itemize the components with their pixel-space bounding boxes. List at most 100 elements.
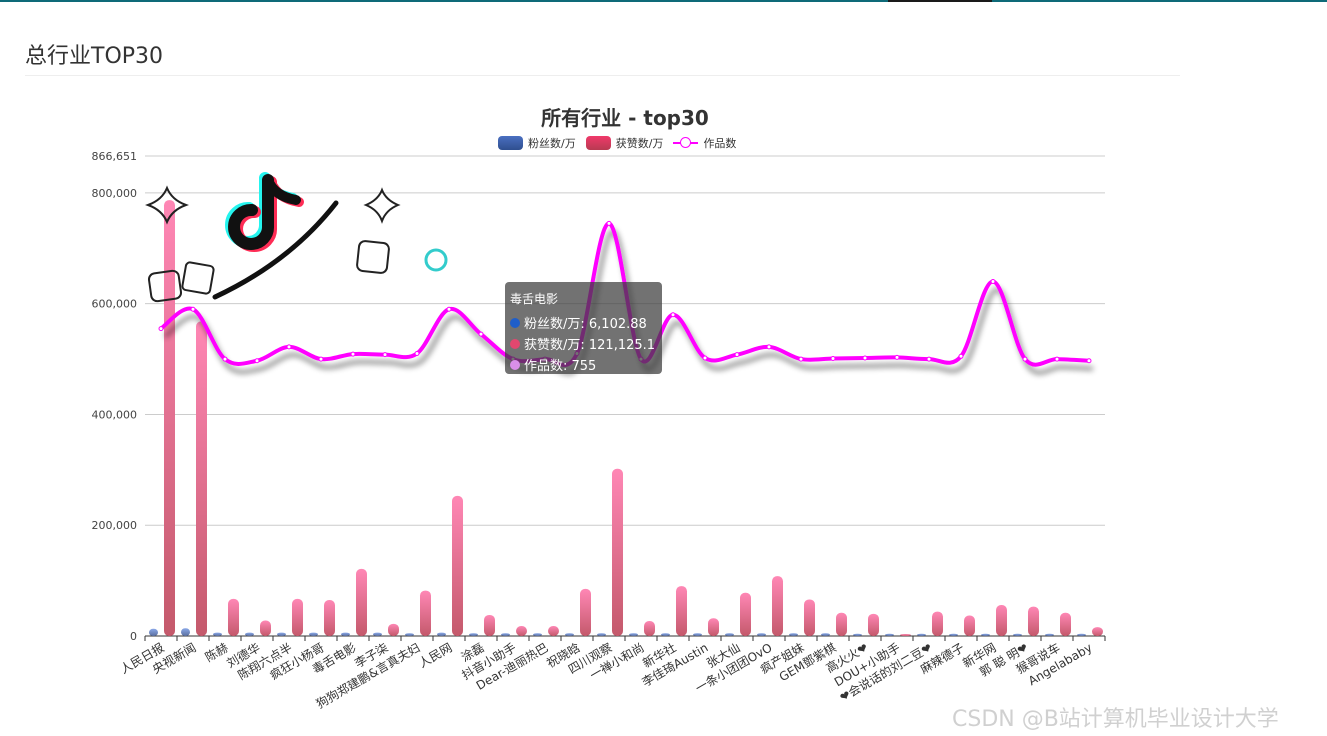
top-border (0, 0, 1327, 2)
point-works (862, 355, 868, 361)
bar-fans (181, 628, 190, 636)
legend-item-fans[interactable]: 粉丝数/万 (498, 135, 576, 151)
legend-label-fans: 粉丝数/万 (528, 137, 576, 150)
bar-fans (661, 633, 670, 636)
chart-title: 所有行业 - top30 (541, 106, 709, 130)
bar-likes (612, 468, 623, 636)
tooltip-dot-likes (510, 338, 520, 349)
chart-canvas[interactable]: 0200,000400,000600,000800,000866,651人民日报… (0, 80, 1327, 736)
bar-likes (644, 621, 655, 636)
point-works (830, 356, 836, 362)
bar-likes (676, 586, 687, 636)
y-tick-label: 866,651 (92, 150, 138, 163)
point-works (1086, 358, 1092, 364)
point-works (1022, 356, 1028, 362)
bar-fans (1077, 633, 1086, 636)
bar-likes (356, 568, 367, 636)
bar-likes (868, 613, 879, 636)
bar-likes (580, 588, 591, 636)
tooltip-row-likes: 获赞数/万: 121,125.1 (510, 333, 657, 354)
tooltip-value-fans: 粉丝数/万: 6,102.88 (524, 317, 647, 332)
point-works (478, 331, 484, 337)
bar-likes (484, 614, 495, 636)
point-works (766, 344, 772, 350)
bar-likes (516, 626, 527, 636)
tooltip: 毒舌电影 粉丝数/万: 6,102.88 获赞数/万: 121,125.1 作品… (505, 282, 662, 374)
tooltip-row-fans: 粉丝数/万: 6,102.88 (510, 312, 657, 333)
bar-fans (149, 628, 158, 636)
tooltip-dot-fans (510, 317, 520, 328)
bar-fans (821, 633, 830, 636)
legend-item-likes[interactable]: 获赞数/万 (585, 135, 663, 151)
bar-likes (452, 495, 463, 636)
bar-likes (772, 576, 783, 636)
page-title: 总行业TOP30 (25, 44, 164, 69)
legend-swatch-likes (585, 136, 611, 150)
bar-likes (1028, 606, 1039, 636)
y-tick-label: 800,000 (92, 187, 138, 200)
bar-likes (196, 321, 207, 636)
bar-likes (804, 599, 815, 636)
chart-panel: 0 200,000 400,000 600,000 800,000 866,651 人民日报… (0, 80, 1327, 736)
point-works (958, 353, 964, 359)
bar-likes (996, 604, 1007, 636)
point-works (350, 351, 356, 357)
bar-fans (213, 632, 222, 636)
bar-fans (501, 633, 510, 636)
point-works (190, 306, 196, 312)
title-divider (25, 75, 1180, 76)
bar-fans (757, 633, 766, 636)
legend-label-works: 作品数 (703, 137, 737, 150)
bar-likes (708, 618, 719, 636)
point-works (446, 306, 452, 312)
bar-likes (228, 598, 239, 636)
point-works (670, 312, 676, 318)
legend-item-works[interactable]: 作品数 (673, 135, 736, 151)
bar-likes (1060, 612, 1071, 636)
point-works (254, 358, 260, 364)
point-works (414, 351, 420, 357)
bar-fans (245, 632, 254, 636)
tooltip-value-works: 作品数: 755 (524, 359, 597, 374)
bar-likes (1092, 627, 1103, 636)
bar-fans (309, 632, 318, 636)
bar-likes (740, 592, 751, 636)
x-tick-label: 人民网 (416, 640, 454, 670)
bar-fans (853, 633, 862, 636)
bar-fans (565, 633, 574, 636)
y-tick-label: 0 (130, 630, 137, 643)
point-works (158, 326, 164, 332)
bar-fans (789, 633, 798, 636)
bar-fans (629, 633, 638, 636)
bar-likes (260, 620, 271, 636)
bar-likes (900, 634, 911, 636)
point-works (318, 356, 324, 362)
legend-symbol-works (673, 136, 699, 150)
bar-fans (533, 633, 542, 636)
bar-fans (597, 633, 606, 636)
top-border-accent (888, 0, 992, 2)
bar-fans (1045, 633, 1054, 636)
bar-fans (437, 632, 446, 636)
bar-fans (1013, 633, 1022, 636)
point-works (1054, 356, 1060, 362)
point-works (702, 355, 708, 361)
bar-fans (981, 633, 990, 636)
point-works (734, 352, 740, 358)
bar-fans (885, 633, 894, 636)
tooltip-dot-works (510, 359, 520, 370)
bar-fans (277, 632, 286, 636)
tooltip-title: 毒舌电影 (510, 292, 559, 306)
y-tick-label: 400,000 (92, 408, 138, 421)
bar-likes (292, 598, 303, 636)
point-works (382, 352, 388, 358)
point-works (894, 354, 900, 360)
tooltip-row-works: 作品数: 755 (510, 354, 657, 375)
bar-likes (964, 615, 975, 636)
bar-fans (405, 633, 414, 636)
watermark: CSDN @B站计算机毕业设计大学 (952, 707, 1279, 732)
bar-likes (932, 611, 943, 636)
bar-fans (693, 633, 702, 636)
bar-fans (341, 632, 350, 636)
bar-likes (836, 612, 847, 636)
